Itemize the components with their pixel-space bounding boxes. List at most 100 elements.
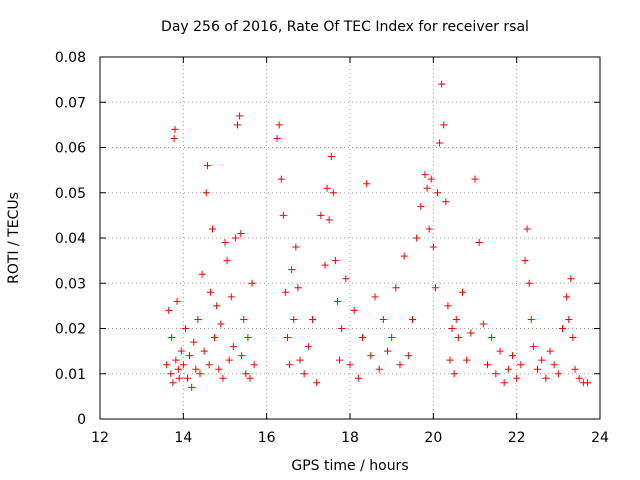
data-point <box>184 374 191 382</box>
data-point <box>177 347 185 355</box>
data-point <box>496 347 504 355</box>
data-point <box>504 365 512 373</box>
data-point <box>172 356 180 364</box>
data-point <box>209 225 216 233</box>
data-point <box>429 243 437 251</box>
data-point <box>404 352 412 360</box>
data-point <box>221 239 229 247</box>
data-point <box>325 216 333 224</box>
data-point <box>354 374 362 382</box>
data-point <box>440 121 448 129</box>
data-point <box>294 284 302 292</box>
data-point <box>321 261 329 269</box>
data-point <box>225 356 233 364</box>
data-point <box>204 162 211 170</box>
data-point <box>479 320 487 328</box>
data-point <box>538 356 546 364</box>
data-point <box>334 297 341 305</box>
data-point <box>240 315 248 323</box>
data-point <box>163 361 171 369</box>
data-point <box>388 334 396 342</box>
data-point <box>192 365 200 373</box>
data-point <box>438 80 446 88</box>
data-point <box>346 361 354 369</box>
data-point <box>174 365 182 373</box>
data-point <box>205 361 213 369</box>
data-point <box>392 284 400 292</box>
data-point <box>181 325 189 332</box>
data-point <box>421 171 429 179</box>
data-point <box>525 279 533 287</box>
data-point <box>413 234 421 242</box>
data-point <box>290 315 298 323</box>
data-point <box>246 374 254 382</box>
data-point <box>194 315 202 323</box>
data-point <box>546 347 554 355</box>
axis-ticks: 12 14 16 18 20 22 24 0 0.01 0.02 0.03 0.04 0.05 0.06 0… <box>55 50 609 446</box>
data-point <box>350 306 358 314</box>
data-point <box>329 189 337 197</box>
y-axis-label: ROTI / TECUs <box>6 192 22 284</box>
data-point <box>371 293 379 301</box>
data-point <box>336 356 344 364</box>
data-point <box>425 225 433 233</box>
data-point <box>513 374 521 382</box>
data-point <box>565 315 573 323</box>
data-point <box>167 370 175 378</box>
data-point <box>567 275 575 283</box>
data-point <box>211 334 219 342</box>
x-tick-label: 22 <box>508 430 526 446</box>
data-point <box>217 320 225 328</box>
y-tick-label: 0.04 <box>55 231 86 247</box>
data-point <box>550 361 558 369</box>
data-point <box>234 121 241 129</box>
data-point <box>423 184 431 192</box>
data-point <box>559 325 566 332</box>
data-point <box>400 252 408 260</box>
data-point <box>463 356 471 364</box>
data-point <box>529 343 537 351</box>
y-tick-label: 0.02 <box>55 322 86 338</box>
data-point <box>584 379 591 387</box>
data-point <box>313 379 321 387</box>
plot-frame <box>99 56 601 420</box>
data-point <box>317 211 325 219</box>
data-point <box>244 334 252 342</box>
data-point <box>517 361 525 369</box>
data-point <box>521 257 529 265</box>
data-point <box>342 275 350 283</box>
data-point <box>569 334 577 342</box>
data-point <box>448 325 456 332</box>
x-tick-label: 24 <box>591 430 609 446</box>
data-point <box>238 352 246 360</box>
data-point <box>277 175 285 183</box>
data-point <box>444 302 452 310</box>
data-point <box>492 370 500 378</box>
data-point <box>296 356 304 364</box>
data-point <box>452 315 460 323</box>
data-point <box>442 198 450 206</box>
data-point <box>236 112 244 120</box>
x-tick-label: 18 <box>341 430 359 446</box>
data-point <box>175 374 183 382</box>
data-point <box>223 257 231 265</box>
data-point <box>523 225 531 233</box>
data-point <box>363 180 371 188</box>
data-point <box>286 361 294 369</box>
data-point <box>231 234 239 242</box>
data-point <box>188 383 196 391</box>
grid <box>100 57 600 419</box>
data-point <box>206 288 214 296</box>
data-point <box>534 365 541 373</box>
data-point <box>571 365 579 373</box>
x-axis-label: GPS time / hours <box>291 458 408 474</box>
y-tick-label: 0.07 <box>55 95 86 111</box>
y-tick-label: 0.06 <box>55 141 86 157</box>
data-point <box>450 370 458 378</box>
data-point <box>484 361 491 369</box>
x-tick-label: 14 <box>174 430 192 446</box>
data-point <box>186 352 194 360</box>
data-point <box>417 202 425 210</box>
data-point <box>338 325 346 332</box>
data-point <box>288 266 296 274</box>
